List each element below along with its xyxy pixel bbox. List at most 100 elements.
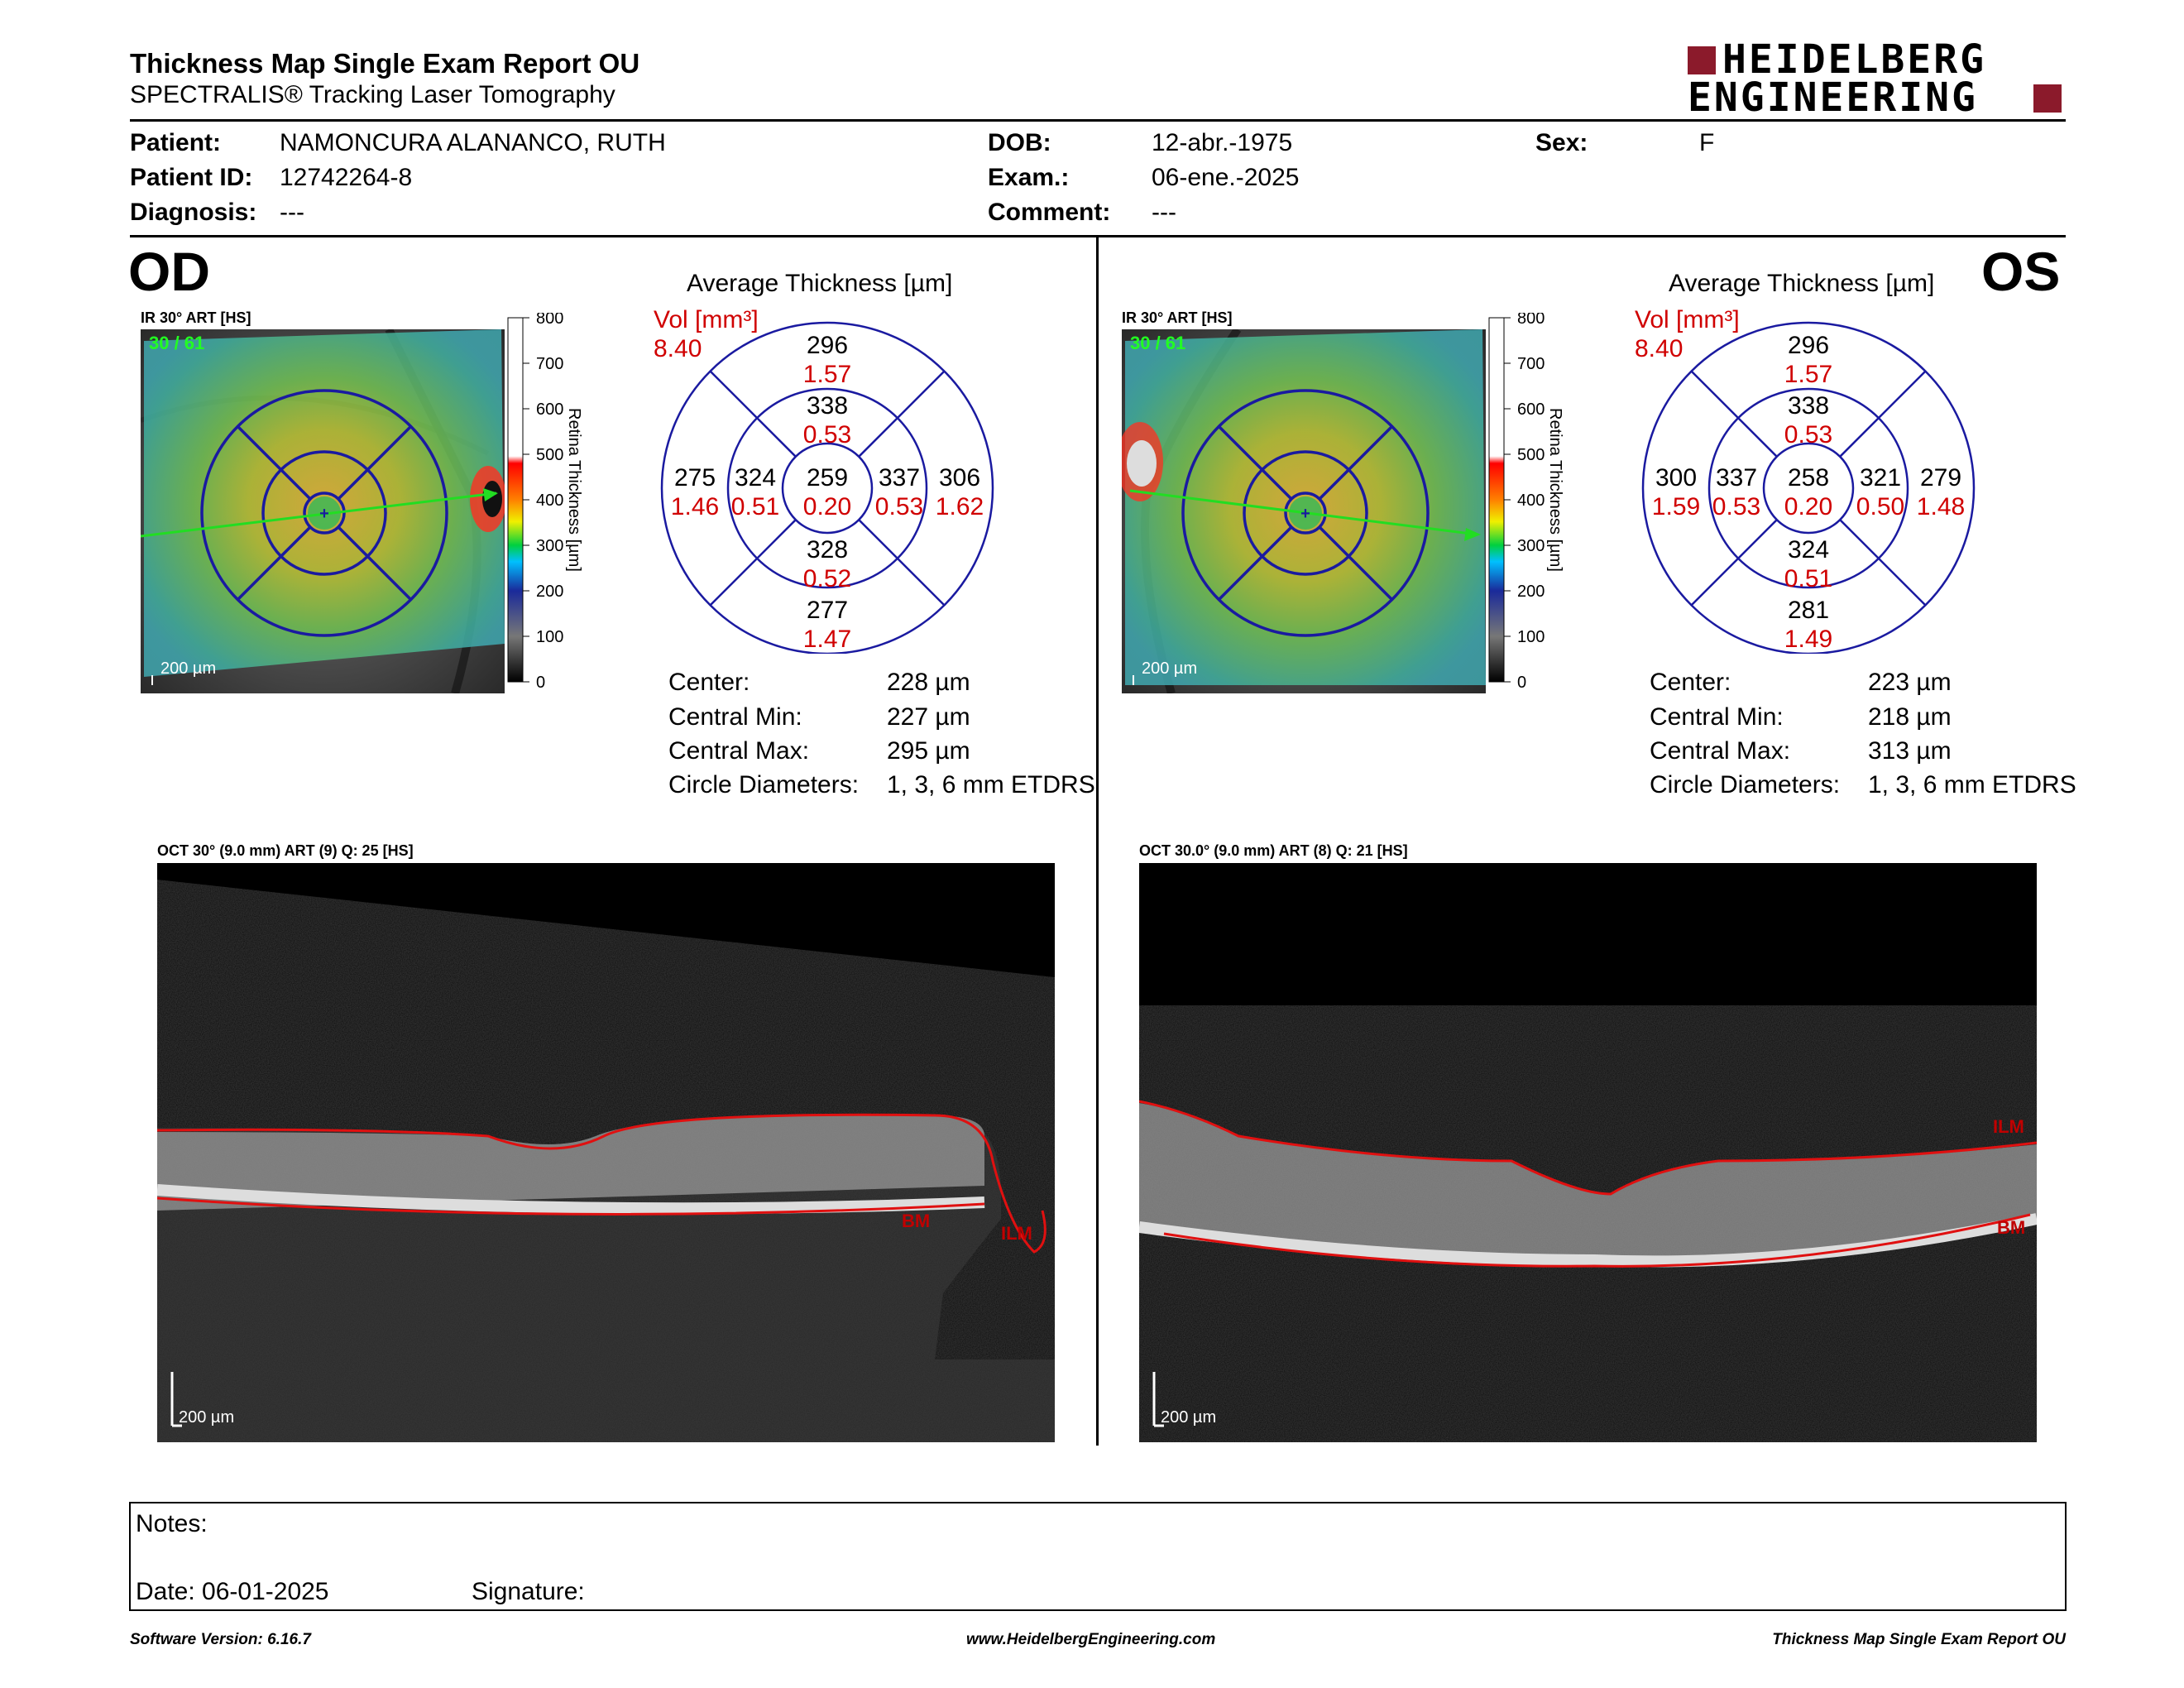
od-oct-rpe [157, 1184, 985, 1215]
os-etdrs-chart: 2580.203380.533240.513370.533210.502961.… [1641, 321, 1976, 654]
os-etdrs-inner-left-volume: 0.53 [1712, 493, 1760, 520]
os-scale-tick-label: 300 [1517, 537, 1545, 555]
os-scale-tick-label: 200 [1517, 583, 1545, 601]
footer-report-name: Thickness Map Single Exam Report OU [1772, 1631, 2066, 1648]
footer-website[interactable]: www.HeidelbergEngineering.com [966, 1631, 1216, 1648]
od-ir-label: IR 30° ART [HS] [141, 309, 251, 326]
od-circ-label: Circle Diameters: [668, 771, 860, 798]
dob-label: DOB: [988, 129, 1051, 156]
os-bm-label: BM [1997, 1217, 2025, 1238]
os-scale-tick-label: 800 [1517, 313, 1545, 328]
od-scale-tick-label: 600 [536, 400, 563, 419]
od-etdrs-inner-right-thickness: 337 [879, 464, 920, 492]
diagnosis-value: --- [280, 199, 304, 226]
os-scale-tick-label: 500 [1517, 446, 1545, 464]
exam-value: 06-ene.-2025 [1152, 164, 1300, 191]
exam-label: Exam.: [988, 164, 1070, 191]
notes-label: Notes: [136, 1510, 208, 1537]
heidelberg-logo: HEIDELBERG ENGINEERING [1688, 40, 2065, 117]
os-etdrs-center-volume: 0.20 [1784, 493, 1832, 520]
os-etdrs-inner-inf-thickness: 324 [1788, 536, 1829, 563]
os-center-value: 223 µm [1868, 669, 1952, 696]
os-etdrs-divider-1 [1839, 519, 1927, 607]
od-etdrs-inner-left-thickness: 324 [735, 464, 776, 492]
eye-label-os: OS [1981, 241, 2061, 302]
od-oct-scale-label: 200 µm [179, 1408, 234, 1427]
os-scale-tick-label: 100 [1517, 628, 1545, 646]
od-scale-tick-label: 100 [536, 628, 563, 646]
od-etdrs-outer-left-thickness: 275 [674, 464, 716, 492]
os-etdrs-inner-left-thickness: 337 [1716, 464, 1757, 492]
os-etdrs-ring-1 [1641, 321, 1976, 654]
os-etdrs-divider-3 [1690, 519, 1778, 607]
patient-id-value: 12742264-8 [280, 164, 413, 191]
os-scale-axis-label: Retina Thickness [µm] [1546, 408, 1564, 572]
os-etdrs-outer-right-volume: 1.48 [1917, 493, 1965, 520]
od-etdrs-outer-right-volume: 1.62 [936, 493, 984, 520]
od-cmax-label: Central Max: [668, 737, 810, 765]
od-cmin-label: Central Min: [668, 703, 802, 731]
os-cmin-value: 218 µm [1868, 703, 1952, 731]
od-etdrs-ring-1 [660, 321, 994, 654]
od-scale-tick-label: 400 [536, 492, 563, 510]
od-oct-bscan: BM ILM 200 µm [157, 863, 1055, 1442]
info-divider [130, 235, 2066, 237]
os-scan-line [1129, 489, 1478, 536]
os-etdrs-outer-inf-thickness: 281 [1788, 597, 1829, 624]
od-center-value: 228 µm [887, 669, 970, 696]
os-color-bar [1488, 317, 1505, 683]
dob-value: 12-abr.-1975 [1152, 129, 1293, 156]
od-etdrs-outer-inf-thickness: 277 [807, 597, 848, 624]
os-etdrs-outer-sup-thickness: 296 [1788, 332, 1829, 359]
os-ilm-line [1139, 1100, 2037, 1196]
os-etdrs-center-thickness: 258 [1788, 464, 1829, 492]
od-ilm-line [157, 1113, 1046, 1254]
od-cmax-value: 295 µm [887, 737, 970, 765]
os-etdrs-outer-left-volume: 1.59 [1652, 493, 1700, 520]
header-divider [130, 119, 2066, 122]
notes-box[interactable]: Notes: Date: 06-01-2025 Signature: [129, 1502, 2067, 1611]
sex-label: Sex: [1535, 129, 1588, 156]
od-etdrs-divider-4 [709, 370, 797, 458]
os-etdrs-inner-sup-thickness: 338 [1788, 392, 1829, 420]
os-scale-bar-label: 200 µm [1142, 659, 1197, 678]
os-scale-ticks: 800 700 600 500 400 300 200 100 0 [1504, 313, 1545, 692]
od-scan-arrow [483, 488, 498, 501]
os-etdrs-inner-right-thickness: 321 [1860, 464, 1901, 492]
report-title: Thickness Map Single Exam Report OU [130, 48, 640, 79]
od-etdrs-inner-sup-thickness: 338 [807, 392, 848, 420]
od-center-cross: + [319, 505, 329, 523]
center-divider [1096, 237, 1099, 1446]
os-scale-tick-label: 700 [1517, 355, 1545, 373]
od-etdrs-inner-sup-volume: 0.53 [803, 421, 851, 448]
od-etdrs-inner-inf-volume: 0.52 [803, 565, 851, 592]
od-scale-tick-label: 300 [536, 537, 563, 555]
od-etdrs-inner-inf-thickness: 328 [807, 536, 848, 563]
od-etdrs-grid-overlay [200, 389, 448, 637]
patient-id-label: Patient ID: [130, 164, 253, 191]
od-etdrs-center-volume: 0.20 [803, 493, 851, 520]
os-cmax-value: 313 µm [1868, 737, 1952, 765]
date-label: Date: 06-01-2025 [136, 1578, 329, 1605]
logo-text-line1: HEIDELBERG [1722, 36, 1986, 83]
od-scale-ticks: 800 700 600 500 400 300 200 100 0 [523, 313, 563, 692]
os-oct-bscan: ILM BM 200 µm [1139, 863, 2037, 1442]
os-scan-arrow [1464, 528, 1481, 541]
od-color-bar [507, 317, 524, 683]
od-etdrs-center-thickness: 259 [807, 464, 848, 492]
report-subtitle: SPECTRALIS® Tracking Laser Tomography [130, 81, 615, 108]
od-scale-tick-label: 700 [536, 355, 563, 373]
od-etdrs-divider-2 [858, 370, 946, 458]
eye-label-od: OD [128, 241, 210, 302]
od-scale-bar-label: 200 µm [160, 659, 216, 678]
od-etdrs-chart: 2590.203380.533280.523240.513370.532961.… [660, 321, 994, 654]
od-etdrs-outer-sup-volume: 1.57 [803, 361, 851, 388]
od-etdrs-outer-left-volume: 1.46 [671, 493, 719, 520]
os-vol-total: 8.40 [1635, 335, 1684, 362]
od-etdrs-ring-3 [781, 442, 874, 535]
os-oct-retina [1139, 1103, 2037, 1262]
od-scale-tick-label: 0 [536, 674, 545, 692]
sex-value: F [1699, 129, 1715, 156]
comment-value: --- [1152, 199, 1176, 226]
od-vol-label: Vol [mm³] [654, 306, 759, 333]
